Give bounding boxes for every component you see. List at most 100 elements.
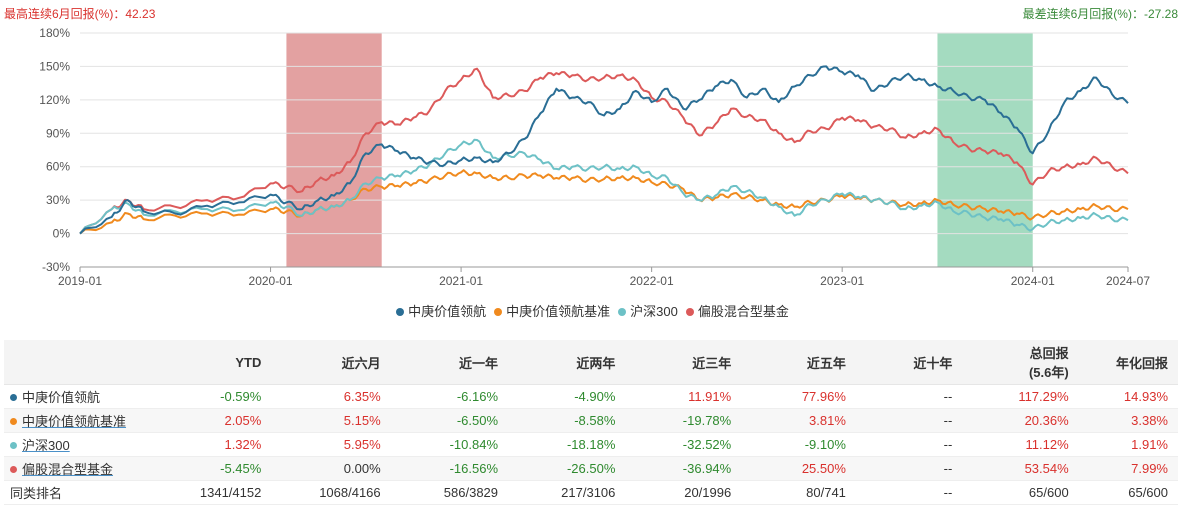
x-tick-label: 2023-01 xyxy=(820,274,864,288)
value-cell: -- xyxy=(855,432,963,457)
legend-dot-icon xyxy=(618,307,627,316)
value-cell: 65/600 xyxy=(962,480,1079,505)
series-line-4 xyxy=(79,67,1129,235)
column-header: 近十年 xyxy=(855,340,963,385)
value-cell: 25.50% xyxy=(741,456,856,481)
value-cell: 53.54% xyxy=(962,456,1079,481)
value-cell: 117.29% xyxy=(962,384,1079,409)
value-cell: -- xyxy=(855,408,963,433)
performance-line-chart: -30% 0% 30% 60% 90% 120% 150% 180% 2019-01 2020-0… xyxy=(39,26,1150,288)
value-cell: -8.58% xyxy=(508,408,626,433)
value-cell: 5.95% xyxy=(271,432,391,457)
value-cell: 1.32% xyxy=(154,432,272,457)
value-cell: -19.78% xyxy=(625,408,742,433)
column-header xyxy=(4,340,155,385)
y-tick-label: 60% xyxy=(46,160,70,174)
column-header: 近五年 xyxy=(741,340,856,385)
legend-dot-icon xyxy=(685,307,694,316)
value-cell: -9.10% xyxy=(741,432,856,457)
table-row: 中庚价值领航 -0.59% 6.35% -6.16% -4.90% 11.91% 77.96… xyxy=(4,384,1178,409)
value-cell: 7.99% xyxy=(1078,456,1178,481)
value-cell: -- xyxy=(855,384,963,409)
value-cell: -6.16% xyxy=(390,384,509,409)
value-cell: 1.91% xyxy=(1078,432,1178,457)
legend-item-3[interactable]: 沪深300 xyxy=(618,301,678,320)
value-cell: 217/3106 xyxy=(508,480,626,505)
value-cell: 1068/4166 xyxy=(271,480,391,505)
legend-dot-icon xyxy=(396,307,405,316)
x-tick-label: 2019-01 xyxy=(58,274,102,288)
column-header: 近两年 xyxy=(508,340,626,385)
value-cell: 3.81% xyxy=(741,408,856,433)
row-name-cell[interactable]: 偏股混合型基金 xyxy=(4,456,155,481)
legend-item-1[interactable]: 中庚价值领航 xyxy=(396,301,486,320)
table-row: 中庚价值领航基准 2.05% 5.15% -6.50% -8.58% -19.78% 3.8… xyxy=(4,408,1178,433)
value-cell: 3.38% xyxy=(1078,408,1178,433)
value-cell: 11.12% xyxy=(962,432,1079,457)
min-6m-return-label: 最差连续6月回报(%)：-27.28 xyxy=(1022,7,1178,21)
series-dot-icon xyxy=(10,394,17,402)
legend-item-2[interactable]: 中庚价值领航基准 xyxy=(494,301,610,320)
legend-label: 中庚价值领航基准 xyxy=(506,304,611,319)
y-tick-label: 180% xyxy=(39,26,70,40)
series-line-1 xyxy=(79,65,1129,235)
highlight-band-max xyxy=(286,33,382,267)
y-tick-label: 90% xyxy=(46,126,70,140)
legend-dot-icon xyxy=(494,307,503,316)
x-tick-label: 2022-01 xyxy=(630,274,674,288)
y-tick-label: 120% xyxy=(39,93,70,107)
series-dot-icon xyxy=(10,442,17,450)
value-cell: -- xyxy=(855,480,963,505)
y-tick-label: -30% xyxy=(42,260,70,274)
y-tick-label: 30% xyxy=(46,193,70,207)
value-cell: -26.50% xyxy=(508,456,626,481)
column-header: 近六月 xyxy=(271,340,391,385)
table-row: 同类排名 1341/4152 1068/4166 586/3829 217/3106 20… xyxy=(4,480,1178,505)
x-tick-label: 2021-01 xyxy=(439,274,483,288)
table-row: 偏股混合型基金 -5.45% 0.00% -16.56% -26.50% -36.94% 2… xyxy=(4,456,1178,481)
x-tick-label: 2020-01 xyxy=(249,274,293,288)
series-line-3 xyxy=(79,138,1129,235)
value-cell: -0.59% xyxy=(154,384,272,409)
value-cell: 20.36% xyxy=(962,408,1079,433)
value-cell: 80/741 xyxy=(741,480,856,505)
value-cell: 20/1996 xyxy=(625,480,742,505)
x-tick-label: 2024-07 xyxy=(1106,274,1150,288)
value-cell: -4.90% xyxy=(508,384,626,409)
column-header: 近三年 xyxy=(625,340,742,385)
legend-label: 中庚价值领航 xyxy=(408,304,487,319)
value-cell: 586/3829 xyxy=(390,480,509,505)
legend-item-4[interactable]: 偏股混合型基金 xyxy=(685,301,789,320)
returns-table: YTD 近六月 近一年 近两年 近三年 近五年 近十年 总回报 (5.6年) 年化回报 中庚价值领… xyxy=(4,340,1178,505)
highlight-band-min xyxy=(937,33,1033,267)
legend-label: 沪深300 xyxy=(630,304,678,319)
value-cell: -- xyxy=(855,456,963,481)
value-cell: -18.18% xyxy=(508,432,626,457)
column-header: YTD xyxy=(154,340,272,385)
row-name-cell[interactable]: 中庚价值领航 xyxy=(4,384,155,409)
value-cell: -10.84% xyxy=(390,432,509,457)
value-cell: -6.50% xyxy=(390,408,509,433)
table-header-row: YTD 近六月 近一年 近两年 近三年 近五年 近十年 总回报 (5.6年) 年化回报 xyxy=(4,340,1178,385)
value-cell: 0.00% xyxy=(271,456,391,481)
value-cell: -5.45% xyxy=(154,456,272,481)
value-cell: -36.94% xyxy=(625,456,742,481)
row-name-cell: 同类排名 xyxy=(4,480,155,505)
series-dot-icon xyxy=(10,466,17,474)
value-cell: 6.35% xyxy=(271,384,391,409)
series-dot-icon xyxy=(10,418,17,426)
row-name-cell[interactable]: 中庚价值领航基准 xyxy=(4,408,155,433)
value-cell: 14.93% xyxy=(1078,384,1178,409)
row-name-cell[interactable]: 沪深300 xyxy=(4,432,155,457)
y-tick-label: 0% xyxy=(53,227,71,241)
column-header: 总回报 (5.6年) xyxy=(962,340,1079,385)
value-cell: 11.91% xyxy=(625,384,742,409)
value-cell: 1341/4152 xyxy=(154,480,272,505)
legend-label: 偏股混合型基金 xyxy=(697,304,789,319)
column-header: 近一年 xyxy=(390,340,509,385)
y-tick-label: 150% xyxy=(39,59,70,73)
value-cell: 2.05% xyxy=(154,408,272,433)
value-cell: 77.96% xyxy=(741,384,856,409)
x-tick-label: 2024-01 xyxy=(1011,274,1055,288)
column-header: 年化回报 xyxy=(1078,340,1178,385)
